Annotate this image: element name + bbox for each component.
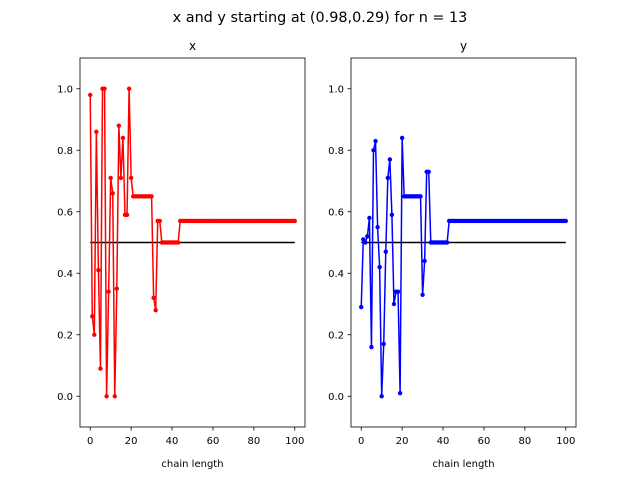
data-point: [104, 394, 109, 399]
data-point: [389, 212, 395, 218]
y-tick-label: 0.6: [328, 207, 344, 218]
data-point: [379, 394, 384, 399]
data-point: [124, 212, 130, 218]
data-point: [422, 258, 427, 264]
data-point: [418, 194, 423, 199]
data-point: [363, 240, 368, 245]
series-line: [360, 137, 566, 397]
data-point: [98, 366, 103, 371]
data-point: [118, 175, 124, 181]
x-tick-label: 100: [556, 436, 575, 447]
data-point: [108, 175, 113, 181]
y-tick-label: 0.6: [57, 207, 73, 218]
data-point: [359, 304, 364, 310]
y-tick-label: 0.4: [57, 269, 73, 280]
x-tick-label: 80: [518, 436, 531, 447]
x-tick-label: 60: [478, 436, 491, 447]
x-tick-label: 20: [125, 436, 138, 447]
data-point: [157, 218, 162, 224]
data-point: [391, 301, 397, 307]
data-point: [377, 264, 382, 270]
x-tick-label: 40: [166, 436, 179, 447]
subplot-title: x: [189, 39, 196, 53]
axes-frame: [79, 57, 306, 428]
data-point: [90, 314, 95, 319]
x-tick-label: 100: [285, 436, 304, 447]
data-point: [371, 148, 376, 153]
data-point: [381, 341, 386, 347]
y-tick-label: 0.8: [328, 146, 344, 157]
data-point: [399, 135, 405, 141]
figure-suptitle: x and y starting at (0.98,0.29) for n = …: [173, 10, 468, 26]
data-point: [395, 289, 401, 294]
x-tick-label: 80: [247, 436, 260, 447]
data-point: [149, 194, 154, 199]
data-point: [426, 169, 431, 174]
data-point: [112, 394, 117, 399]
data-point: [375, 224, 380, 230]
y-tick-label: 1.0: [328, 84, 344, 95]
data-point: [128, 175, 134, 181]
data-point: [153, 307, 158, 313]
x-tick-label: 40: [437, 436, 450, 447]
data-point: [444, 240, 450, 245]
y-tick-label: 1.0: [57, 84, 73, 95]
subplot-title: y: [460, 39, 467, 53]
data-point: [365, 234, 370, 239]
data-point: [563, 218, 568, 224]
data-point: [292, 218, 297, 224]
x-axis-label: chain length: [432, 459, 494, 470]
data-point: [92, 332, 97, 337]
data-point: [385, 175, 391, 181]
y-tick-label: 0.2: [57, 330, 73, 341]
data-point: [88, 92, 93, 98]
y-tick-label: 0.4: [328, 269, 344, 280]
y-tick-label: 0.8: [57, 146, 73, 157]
data-point: [369, 344, 374, 350]
data-point: [126, 86, 132, 91]
data-point: [114, 286, 120, 291]
data-point: [397, 390, 403, 396]
x-tick-label: 0: [87, 436, 93, 447]
x-tick-label: 0: [358, 436, 364, 447]
data-point: [110, 191, 115, 196]
axes-frame: [350, 57, 577, 428]
data-point: [367, 215, 372, 221]
x-axis-label: chain length: [161, 459, 223, 470]
data-point: [373, 138, 378, 144]
y-tick-label: 0.0: [328, 392, 344, 403]
data-point: [96, 267, 101, 273]
subplot-y: y 0 20 40 60 80 100 0.0 0.2 0.4 0.6 0.8 1.0 chain len…: [328, 39, 577, 470]
y-tick-label: 0.2: [328, 330, 344, 341]
x-tick-label: 60: [207, 436, 220, 447]
data-point: [151, 295, 156, 301]
subplot-x: x 0 20 40 60 80 100 0.0 0.2 0.4 0.6 0.8 1.0 chain len…: [57, 39, 306, 470]
data-point: [387, 157, 393, 162]
data-point: [175, 240, 181, 245]
data-point: [420, 292, 425, 297]
data-point: [120, 135, 126, 141]
data-point: [383, 249, 388, 254]
y-tick-label: 0.0: [57, 392, 73, 403]
data-point: [102, 86, 107, 91]
x-tick-label: 20: [396, 436, 409, 447]
data-point: [94, 129, 99, 134]
data-point: [116, 123, 122, 128]
data-point: [106, 289, 111, 294]
